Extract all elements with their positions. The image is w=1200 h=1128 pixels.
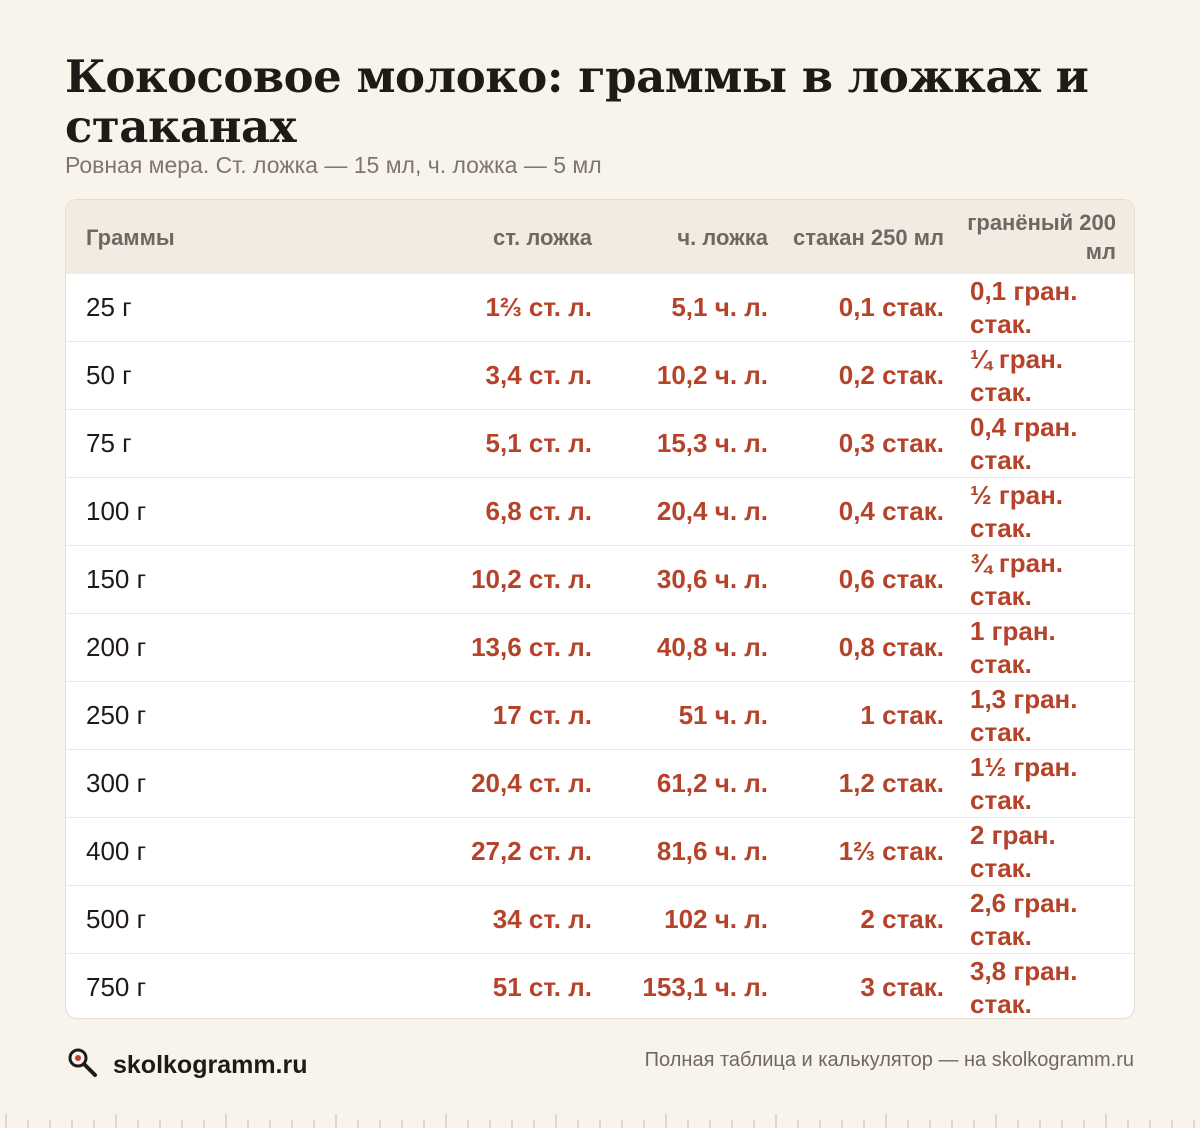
page-subtitle: Ровная мера. Ст. ложка — 15 мл, ч. ложка… bbox=[65, 152, 602, 178]
grams-cell: 75 г bbox=[86, 428, 132, 458]
header-tablespoon: ст. ложка bbox=[493, 224, 592, 250]
faceted-glass-cell: 0,1 гран. стак. bbox=[970, 276, 1078, 339]
header-cup-250: стакан 250 мл bbox=[793, 224, 944, 250]
teaspoon-cell: 153,1 ч. л. bbox=[642, 972, 768, 1002]
grams-cell: 250 г bbox=[86, 700, 147, 730]
grams-cell: 750 г bbox=[86, 972, 147, 1002]
table-row: 750 г 51 ст. л. 153,1 ч. л. 3 стак. 3,8 гран… bbox=[66, 953, 1134, 1019]
cup-cell: 0,1 стак. bbox=[838, 292, 944, 322]
teaspoon-cell: 81,6 ч. л. bbox=[656, 836, 768, 866]
header-faceted-glass-200: гранёный 200 мл bbox=[967, 210, 1116, 264]
table-row: 75 г 5,1 ст. л. 15,3 ч. л. 0,3 стак. 0,4 гра… bbox=[66, 409, 1134, 478]
site-logo[interactable]: skolkogramm.ru bbox=[65, 1045, 308, 1086]
tablespoon-cell: 6,8 ст. л. bbox=[485, 496, 592, 526]
cup-cell: 1,2 стак. bbox=[838, 768, 944, 798]
header-grams: Граммы bbox=[86, 224, 175, 250]
tablespoon-cell: 27,2 ст. л. bbox=[471, 836, 592, 866]
faceted-glass-cell: 1,3 гран. стак. bbox=[970, 684, 1078, 747]
grams-cell: 400 г bbox=[86, 836, 147, 866]
teaspoon-cell: 20,4 ч. л. bbox=[656, 496, 768, 526]
teaspoon-cell: 15,3 ч. л. bbox=[656, 428, 768, 458]
teaspoon-cell: 10,2 ч. л. bbox=[656, 360, 768, 390]
teaspoon-cell: 40,8 ч. л. bbox=[656, 632, 768, 662]
magnifier-icon bbox=[65, 1045, 101, 1086]
faceted-glass-cell: 2,6 гран. стак. bbox=[970, 888, 1078, 951]
conversion-table: Граммы ст. ложка ч. ложка стакан 250 мл … bbox=[66, 200, 1134, 1019]
table-row: 25 г 1⅔ ст. л. 5,1 ч. л. 0,1 стак. 0,1 гран.… bbox=[66, 274, 1134, 342]
table-header-row: Граммы ст. ложка ч. ложка стакан 250 мл … bbox=[66, 200, 1134, 274]
teaspoon-cell: 102 ч. л. bbox=[664, 904, 768, 934]
faceted-glass-cell: 1½ гран. стак. bbox=[970, 752, 1078, 815]
grams-cell: 200 г bbox=[86, 632, 147, 662]
faceted-glass-cell: 2 гран. стак. bbox=[970, 820, 1056, 883]
table-row: 200 г 13,6 ст. л. 40,8 ч. л. 0,8 стак. 1 гра… bbox=[66, 613, 1134, 682]
table-row: 250 г 17 ст. л. 51 ч. л. 1 стак. 1,3 гран. с… bbox=[66, 681, 1134, 750]
faceted-glass-cell: ¾ гран. стак. bbox=[970, 548, 1064, 611]
tablespoon-cell: 34 ст. л. bbox=[492, 904, 592, 934]
tablespoon-cell: 17 ст. л. bbox=[492, 700, 592, 730]
faceted-glass-cell: 0,4 гран. стак. bbox=[970, 412, 1078, 475]
faceted-glass-cell: 1 гран. стак. bbox=[970, 616, 1056, 679]
conversion-table-card: Граммы ст. ложка ч. ложка стакан 250 мл … bbox=[65, 199, 1135, 1019]
tablespoon-cell: 3,4 ст. л. bbox=[485, 360, 592, 390]
cup-cell: 1 стак. bbox=[860, 700, 944, 730]
tablespoon-cell: 20,4 ст. л. bbox=[471, 768, 592, 798]
cup-cell: 0,3 стак. bbox=[838, 428, 944, 458]
table-row: 100 г 6,8 ст. л. 20,4 ч. л. 0,4 стак. ½ гран… bbox=[66, 477, 1134, 546]
grams-cell: 150 г bbox=[86, 564, 147, 594]
page-title: Кокосовое молоко: граммы в ложках и стак… bbox=[65, 50, 1089, 153]
header-teaspoon: ч. ложка bbox=[677, 224, 768, 250]
faceted-glass-cell: ½ гран. стак. bbox=[970, 480, 1064, 543]
table-row: 500 г 34 ст. л. 102 ч. л. 2 стак. 2,6 гран. … bbox=[66, 885, 1134, 954]
tablespoon-cell: 5,1 ст. л. bbox=[485, 428, 592, 458]
table-row: 150 г 10,2 ст. л. 30,6 ч. л. 0,6 стак. ¾ гра… bbox=[66, 545, 1134, 614]
tablespoon-cell: 13,6 ст. л. bbox=[471, 632, 592, 662]
faceted-glass-cell: 3,8 гран. стак. bbox=[970, 956, 1078, 1019]
tablespoon-cell: 10,2 ст. л. bbox=[471, 564, 592, 594]
teaspoon-cell: 51 ч. л. bbox=[678, 700, 768, 730]
table-row: 400 г 27,2 ст. л. 81,6 ч. л. 1⅔ стак. 2 гран… bbox=[66, 817, 1134, 886]
table-row: 300 г 20,4 ст. л. 61,2 ч. л. 1,2 стак. 1½ гр… bbox=[66, 749, 1134, 818]
grams-cell: 25 г bbox=[86, 292, 132, 322]
teaspoon-cell: 61,2 ч. л. bbox=[656, 768, 768, 798]
grams-cell: 100 г bbox=[86, 496, 147, 526]
tablespoon-cell: 51 ст. л. bbox=[492, 972, 592, 1002]
ruler-decoration bbox=[5, 1114, 1195, 1128]
tablespoon-cell: 1⅔ ст. л. bbox=[485, 292, 592, 322]
brand-name: skolkogramm.ru bbox=[113, 1051, 308, 1079]
grams-cell: 500 г bbox=[86, 904, 147, 934]
teaspoon-cell: 30,6 ч. л. bbox=[656, 564, 768, 594]
cup-cell: 3 стак. bbox=[860, 972, 944, 1002]
grams-cell: 50 г bbox=[86, 360, 132, 390]
teaspoon-cell: 5,1 ч. л. bbox=[671, 292, 768, 322]
cup-cell: 0,4 стак. bbox=[838, 496, 944, 526]
faceted-glass-cell: ¼ гран. стак. bbox=[970, 344, 1064, 407]
cup-cell: 0,2 стак. bbox=[838, 360, 944, 390]
cup-cell: 0,6 стак. bbox=[838, 564, 944, 594]
cup-cell: 1⅔ стак. bbox=[838, 836, 944, 866]
footer-note: Полная таблица и калькулятор — на skolko… bbox=[644, 1049, 1134, 1071]
cup-cell: 2 стак. bbox=[860, 904, 944, 934]
table-row: 50 г 3,4 ст. л. 10,2 ч. л. 0,2 стак. ¼ гран.… bbox=[66, 341, 1134, 410]
grams-cell: 300 г bbox=[86, 768, 147, 798]
cup-cell: 0,8 стак. bbox=[838, 632, 944, 662]
